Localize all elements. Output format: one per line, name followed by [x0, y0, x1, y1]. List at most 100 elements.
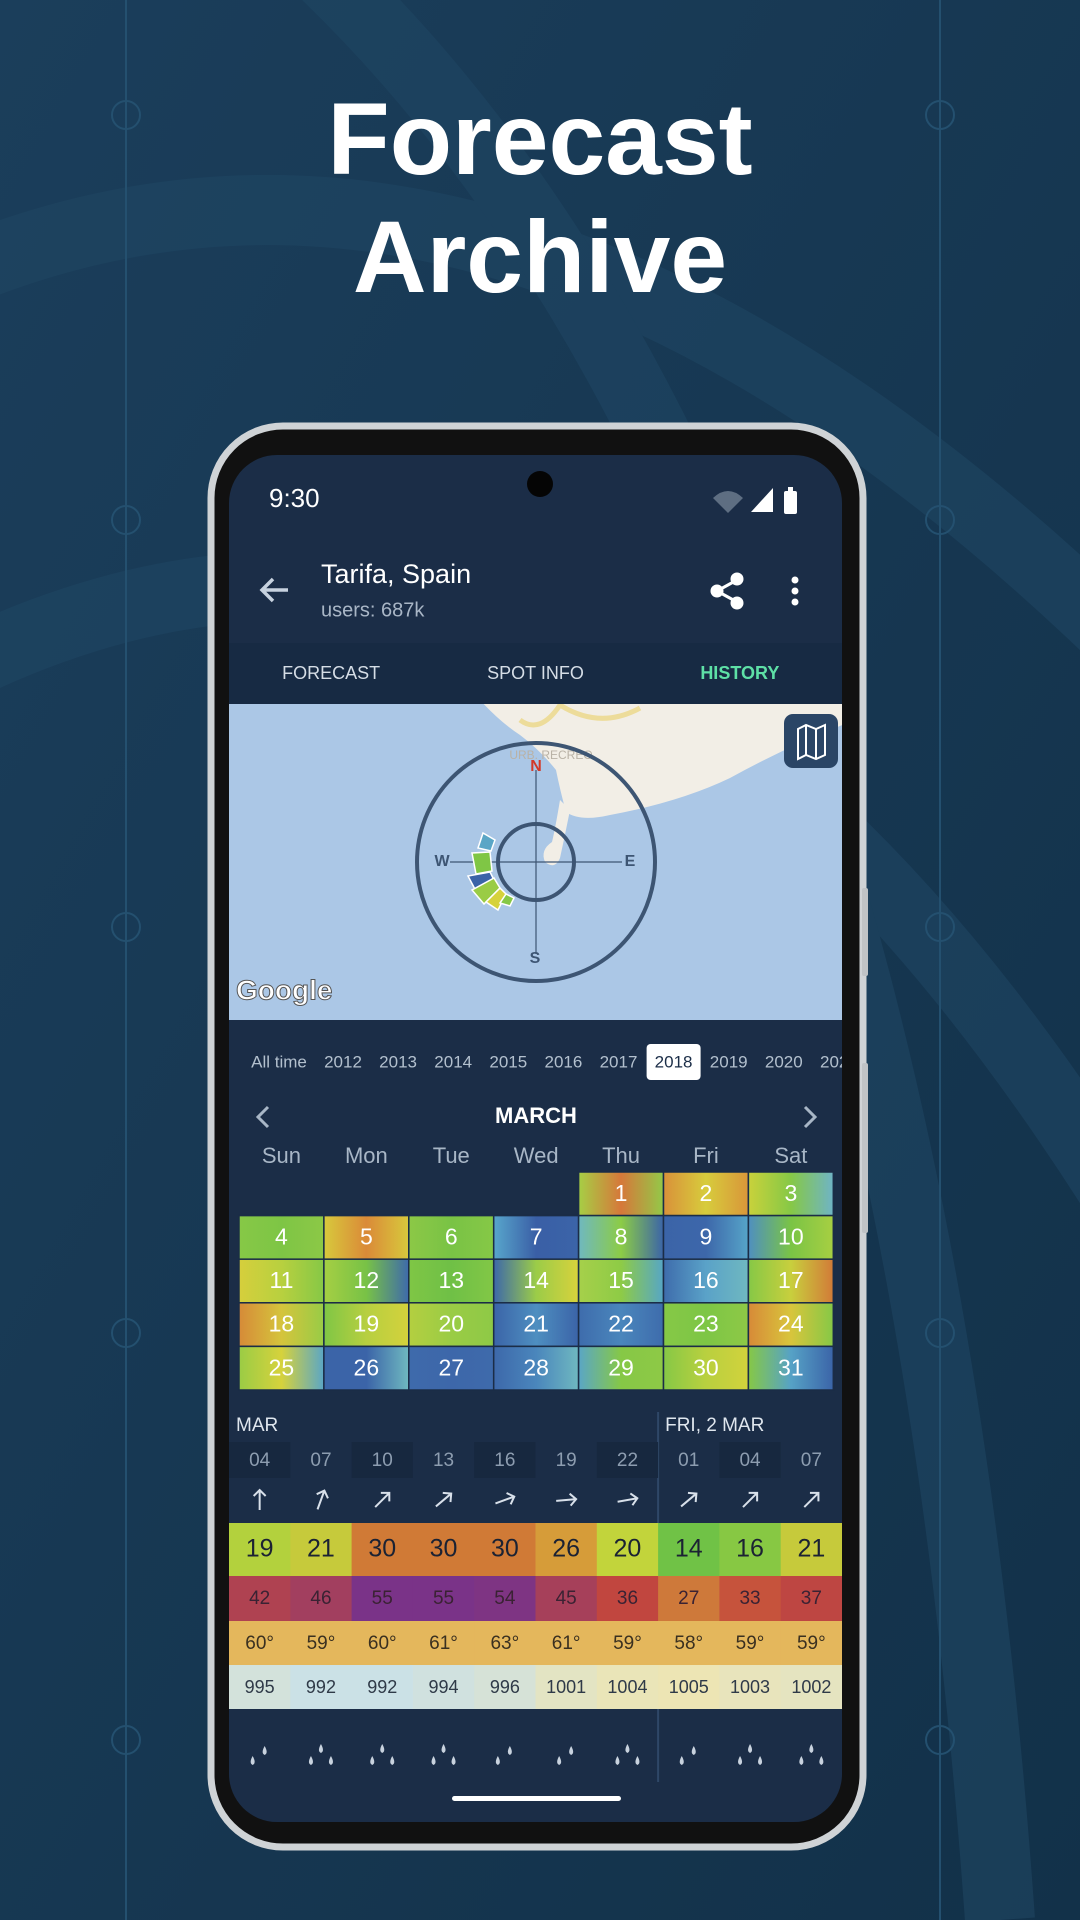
map-attribution: Google [236, 974, 332, 1005]
calendar-day[interactable] [662, 1214, 750, 1260]
calendar-day-number: 18 [269, 1311, 295, 1337]
calendar-day[interactable] [238, 1345, 325, 1391]
spot-users: users: 687k [321, 599, 425, 621]
side-button [862, 888, 868, 976]
pressure-value: 995 [245, 1677, 275, 1697]
rain-drop [635, 1756, 640, 1765]
precipitation-icon [308, 1744, 333, 1765]
weekday-label: Mon [345, 1143, 388, 1168]
calendar-day[interactable] [492, 1345, 580, 1391]
menu-button[interactable] [791, 576, 799, 606]
back-button[interactable] [259, 577, 288, 603]
hour-label: 07 [801, 1450, 822, 1471]
calendar-day[interactable] [577, 1345, 665, 1391]
year-option[interactable]: 2016 [544, 1052, 582, 1071]
pressure-value: 992 [306, 1677, 336, 1697]
precipitation-icon [370, 1744, 395, 1765]
temperature-cell [474, 1621, 536, 1665]
wind-direction-arrow [803, 1491, 820, 1508]
rain-drop [799, 1756, 804, 1765]
share-button[interactable] [710, 572, 744, 610]
calendar-day-number: 24 [778, 1311, 804, 1337]
day-label: FRI, 2 MAR [665, 1415, 764, 1436]
calendar-day-number: 21 [523, 1311, 549, 1337]
map-island [543, 800, 570, 866]
calendar-day[interactable] [747, 1214, 835, 1260]
next-month[interactable] [803, 1105, 818, 1129]
rain-drop [569, 1746, 574, 1755]
calendar-day[interactable] [238, 1302, 325, 1348]
map-icon [797, 723, 826, 761]
rain-drop [318, 1744, 323, 1753]
year-option[interactable]: 2015 [489, 1052, 527, 1071]
previous-month[interactable] [255, 1105, 270, 1129]
calendar-day-number: 19 [354, 1311, 380, 1337]
calendar-day[interactable] [747, 1258, 835, 1304]
gust-cell [351, 1576, 414, 1621]
temperature-value: 60° [245, 1633, 274, 1654]
calendar-day-number: 15 [608, 1267, 634, 1293]
calendar-day[interactable] [747, 1302, 835, 1348]
pressure-cell [412, 1665, 475, 1709]
pressure-cell [780, 1665, 842, 1709]
year-option[interactable]: 2020 [765, 1052, 803, 1071]
calendar-day[interactable] [747, 1345, 835, 1391]
year-option[interactable]: 2018 [655, 1052, 693, 1071]
year-option[interactable]: 2017 [600, 1052, 638, 1071]
tab[interactable]: SPOT INFO [487, 663, 584, 683]
year-option[interactable]: All time [251, 1052, 307, 1071]
year-option[interactable]: 2021 [820, 1052, 858, 1071]
hour-cell-shade [351, 1442, 413, 1478]
month-title: MARCH [495, 1103, 577, 1128]
calendar-day[interactable] [323, 1214, 410, 1260]
year-option[interactable]: 2014 [434, 1052, 472, 1071]
map-layer-button[interactable] [784, 714, 838, 768]
wind-speed-cell [780, 1523, 842, 1576]
rain-drop [370, 1756, 375, 1765]
temperature-cell [719, 1621, 782, 1665]
calendar-day-number: 20 [438, 1311, 464, 1337]
calendar-day-number: 23 [693, 1311, 719, 1337]
calendar-day[interactable] [408, 1258, 495, 1304]
weekday-label: Tue [433, 1143, 470, 1168]
rain-drop [748, 1744, 753, 1753]
map-road [518, 704, 642, 728]
hour-label: 04 [739, 1450, 761, 1471]
year-option[interactable]: 2013 [379, 1052, 417, 1071]
calendar-day[interactable] [408, 1345, 495, 1391]
calendar-day[interactable] [323, 1258, 410, 1304]
pressure-cell [351, 1665, 414, 1709]
temperature-cell [658, 1621, 720, 1665]
calendar-day[interactable] [492, 1258, 580, 1304]
wind-speed-cell [229, 1523, 291, 1576]
spot-name: Tarifa, Spain [321, 559, 471, 589]
weekday-label: Sat [774, 1143, 807, 1168]
tabs: FORECAST SPOT INFO HISTORY [282, 663, 779, 683]
wind-speed-value: 21 [307, 1535, 335, 1563]
year-option[interactable]: 2012 [324, 1052, 362, 1071]
precipitation-icon [615, 1744, 640, 1765]
wind-speed-cell [658, 1523, 720, 1576]
calendar-day-number: 1 [615, 1180, 628, 1206]
tab[interactable]: FORECAST [282, 663, 380, 683]
temperature-value: 59° [797, 1633, 826, 1654]
hour-label: 16 [494, 1450, 515, 1471]
calendar-day-number: 11 [270, 1267, 294, 1293]
calendar-day[interactable] [577, 1258, 665, 1304]
calendar-day-number: 8 [615, 1223, 628, 1249]
wind-speed-value: 14 [675, 1535, 703, 1563]
calendar-day[interactable] [662, 1302, 750, 1348]
year-option[interactable]: 2019 [710, 1052, 748, 1071]
wind-direction-arrow [435, 1491, 453, 1508]
calendar-day[interactable] [323, 1345, 410, 1391]
pressure-cell [535, 1665, 598, 1709]
gust-value: 54 [494, 1588, 516, 1609]
pressure-value: 992 [367, 1677, 397, 1697]
calendar-day-number: 31 [778, 1354, 804, 1380]
wind-speed-value: 21 [797, 1535, 825, 1563]
calendar-day[interactable] [747, 1171, 835, 1217]
hour-cell-shade [474, 1442, 536, 1478]
calendar-day[interactable] [577, 1171, 665, 1217]
wind-speed-cell [535, 1523, 598, 1576]
tab[interactable]: HISTORY [700, 663, 779, 683]
